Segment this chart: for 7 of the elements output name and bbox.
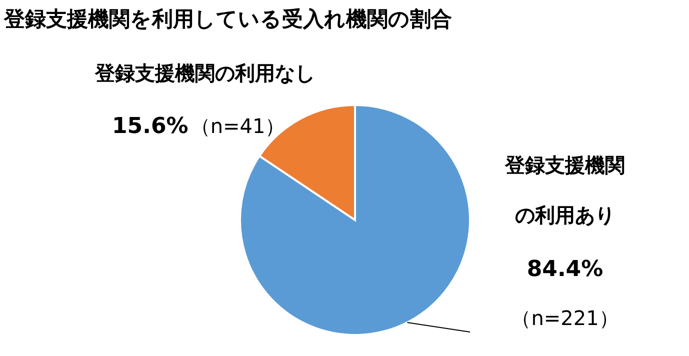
text: （n=221） xyxy=(511,306,619,330)
category-label: 登録支援機関の利用あり xyxy=(505,153,625,227)
chart-title: 登録支援機関を利用している受入れ機関の割合 xyxy=(3,7,452,31)
data-label: 15.6% xyxy=(112,114,188,139)
text: （n=41） xyxy=(190,114,286,138)
slice-label: 登録支援機関の利用なし xyxy=(94,61,315,85)
data-label: 84.4% xyxy=(526,257,604,282)
